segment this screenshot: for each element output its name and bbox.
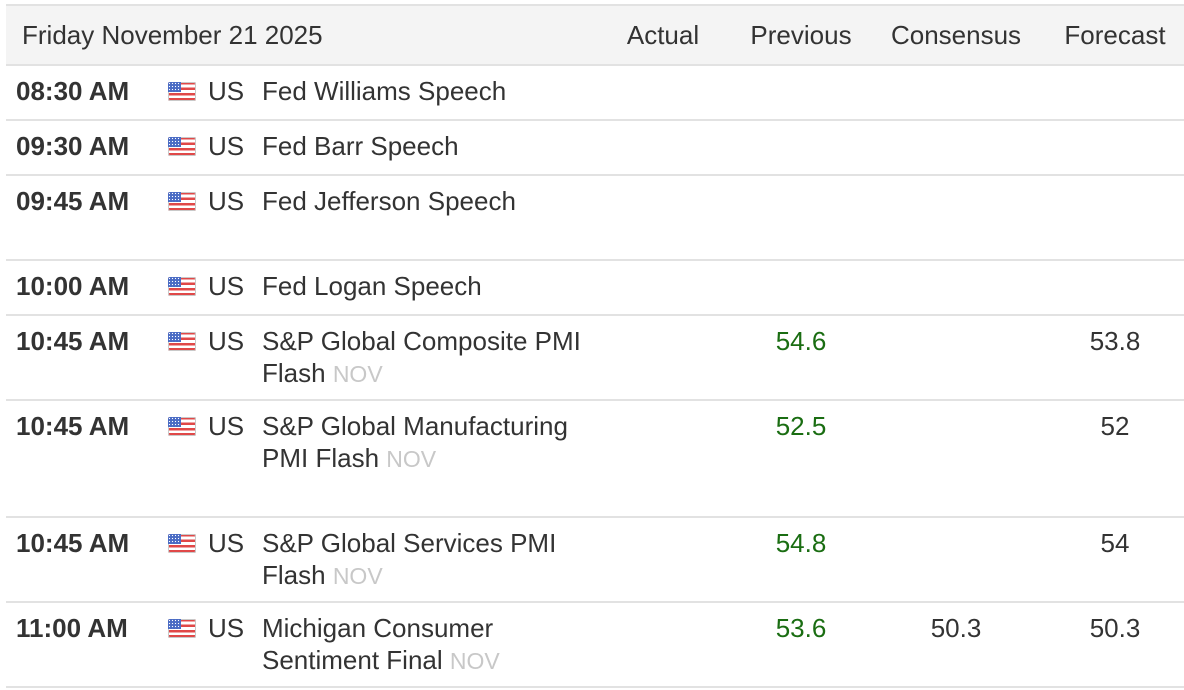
date-heading: Friday November 21 2025 <box>22 19 323 50</box>
table-row[interactable]: 08:30 AM US Fed Williams Speech <box>6 66 1184 121</box>
us-flag-icon <box>168 416 196 436</box>
previous-value: 53.6 <box>775 613 827 643</box>
event-period: NOV <box>332 563 383 589</box>
event-name[interactable]: Fed Barr Speech <box>262 131 459 161</box>
economic-calendar-table: Friday November 21 2025 Actual Previous … <box>6 4 1184 688</box>
previous-value: 52.5 <box>775 411 827 441</box>
us-flag-icon <box>168 533 196 553</box>
table-row[interactable]: 10:45 AM US S&P Global Services PMI Flash … <box>6 518 1184 603</box>
event-time: 10:00 AM <box>16 271 130 301</box>
table-row[interactable]: 09:30 AM US Fed Barr Speech <box>6 121 1184 176</box>
country-code: US <box>208 271 245 301</box>
table-row[interactable]: 10:45 AM US S&P Global Manufacturing PMI F… <box>6 401 1184 518</box>
event-name[interactable]: S&P Global Composite PMI Flash <box>262 326 581 388</box>
event-time: 09:30 AM <box>16 131 130 161</box>
event-name[interactable]: Fed Logan Speech <box>262 271 482 301</box>
event-time: 10:45 AM <box>16 326 130 356</box>
event-name[interactable]: Fed Jefferson Speech <box>262 186 516 216</box>
col-consensus: Consensus <box>890 19 1022 50</box>
us-flag-icon <box>168 136 196 156</box>
table-row[interactable]: 11:00 AM US Michigan Consumer Sentiment Fi… <box>6 603 1184 688</box>
table-row[interactable]: 10:45 AM US S&P Global Composite PMI Flash… <box>6 316 1184 401</box>
forecast-value: 52 <box>1100 411 1130 441</box>
previous-value: 54.8 <box>775 528 827 558</box>
event-time: 09:45 AM <box>16 186 130 216</box>
event-name[interactable]: S&P Global Manufacturing PMI Flash <box>262 411 568 473</box>
event-time: 10:45 AM <box>16 528 130 558</box>
us-flag-icon <box>168 81 196 101</box>
country-code: US <box>208 411 245 441</box>
previous-value: 54.6 <box>775 326 827 356</box>
col-actual: Actual <box>626 19 700 50</box>
col-forecast: Forecast <box>1064 19 1166 50</box>
event-name[interactable]: Michigan Consumer Sentiment Final <box>262 613 494 675</box>
us-flag-icon <box>168 276 196 296</box>
country-code: US <box>208 131 245 161</box>
event-name[interactable]: Fed Williams Speech <box>262 76 507 106</box>
table-row[interactable]: 10:00 AM US Fed Logan Speech <box>6 261 1184 316</box>
forecast-value: 54 <box>1100 528 1130 558</box>
country-code: US <box>208 613 245 643</box>
event-time: 11:00 AM <box>16 613 128 643</box>
event-time: 08:30 AM <box>16 76 130 106</box>
event-time: 10:45 AM <box>16 411 130 441</box>
table-header: Friday November 21 2025 Actual Previous … <box>6 4 1184 66</box>
event-period: NOV <box>449 648 500 674</box>
country-code: US <box>208 76 245 106</box>
consensus-value: 50.3 <box>930 613 982 643</box>
us-flag-icon <box>168 191 196 211</box>
forecast-value: 53.8 <box>1089 326 1141 356</box>
event-period: NOV <box>386 446 437 472</box>
event-name[interactable]: S&P Global Services PMI Flash <box>262 528 557 590</box>
us-flag-icon <box>168 331 196 351</box>
event-period: NOV <box>332 361 383 387</box>
country-code: US <box>208 528 245 558</box>
country-code: US <box>208 326 245 356</box>
forecast-value: 50.3 <box>1089 613 1141 643</box>
table-row[interactable]: 09:45 AM US Fed Jefferson Speech <box>6 176 1184 261</box>
country-code: US <box>208 186 245 216</box>
us-flag-icon <box>168 618 196 638</box>
col-previous: Previous <box>750 19 852 50</box>
